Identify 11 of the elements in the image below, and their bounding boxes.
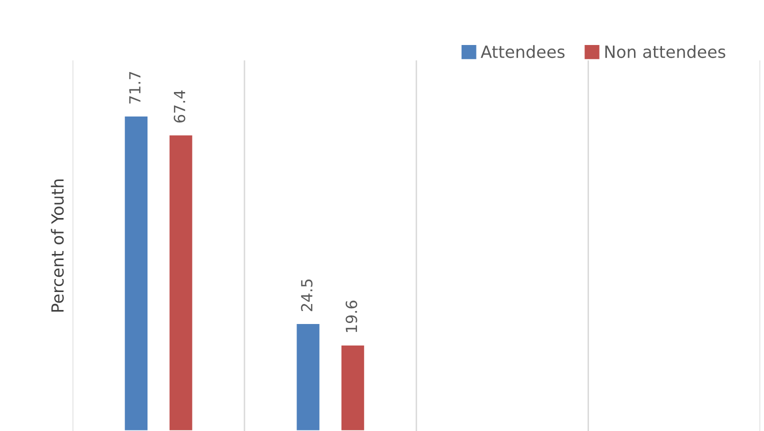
legend-label: Attendees [480,45,565,58]
bar [168,134,194,431]
bar [340,344,366,431]
data-label: 19.6 [346,300,358,332]
legend-label: Non attendees [605,45,726,58]
bar [123,115,149,431]
bar [295,322,321,431]
y-axis-title: Percent of Youth [50,179,64,312]
data-label: 24.5 [300,280,313,312]
data-label: 67.4 [174,90,186,123]
data-label: 71.7 [129,72,140,104]
